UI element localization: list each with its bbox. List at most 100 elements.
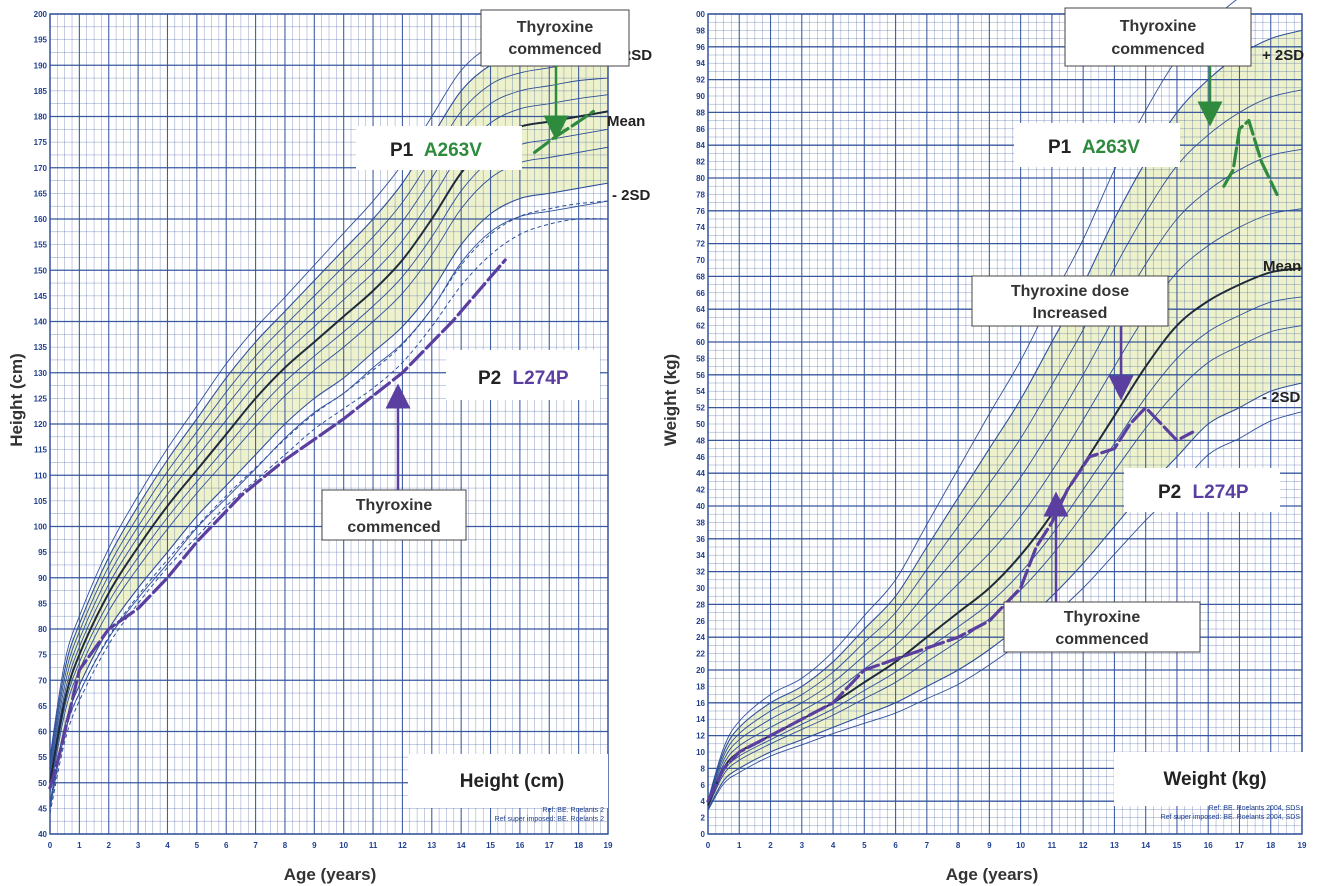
weight-y-tick-label: 88 bbox=[696, 108, 705, 117]
weight-x-tick-label: 6 bbox=[893, 841, 898, 850]
weight-y-tick-label: 8 bbox=[701, 764, 706, 773]
height-y-tick-label: 75 bbox=[38, 651, 47, 660]
height-y-tick-label: 80 bbox=[38, 625, 47, 634]
height-x-tick-label: 9 bbox=[312, 841, 317, 850]
weight-y-tick-label: 4 bbox=[701, 797, 706, 806]
weight-annotation-p1-thyroxine: Thyroxine commenced bbox=[1064, 7, 1252, 127]
weight-centile-curve bbox=[707, 296, 1303, 807]
weight-mean-label: Mean bbox=[1263, 258, 1301, 275]
height-y-tick-label: 195 bbox=[34, 36, 48, 45]
height-x-tick-label: 5 bbox=[195, 841, 200, 850]
height-y-tick-label: 95 bbox=[38, 548, 47, 557]
height-p1-prefix: P1 bbox=[390, 140, 414, 161]
weight-y-tick-label: 46 bbox=[696, 453, 705, 462]
weight-x-axis-title: Age (years) bbox=[946, 865, 1039, 884]
height-plot-frame bbox=[49, 13, 609, 835]
height-ann1-line2: commenced bbox=[508, 41, 601, 58]
height-p2-prefix: P2 bbox=[478, 368, 501, 389]
height-series-p2-line bbox=[48, 258, 507, 790]
height-mean-label: Mean bbox=[607, 113, 645, 130]
height-p2-variant: L274P bbox=[513, 368, 569, 389]
weight-y-tick-label: 30 bbox=[696, 584, 705, 593]
height-panel-title: Height (cm) bbox=[460, 771, 565, 792]
height-x-tick-label: 19 bbox=[604, 841, 613, 850]
weight-y-tick-label: 58 bbox=[696, 354, 705, 363]
weight-x-tick-label: 17 bbox=[1235, 841, 1244, 850]
weight-y-tick-label: 82 bbox=[696, 158, 705, 167]
weight-y-tick-label: 84 bbox=[696, 141, 705, 150]
weight-series-p1-line bbox=[1222, 118, 1279, 196]
height-centile-curve bbox=[49, 60, 609, 768]
weight-p2-variant: L274P bbox=[1193, 482, 1249, 503]
height-chart-grid bbox=[49, 13, 609, 835]
height-x-axis-title: Age (years) bbox=[284, 865, 377, 884]
weight-p1-label: P1 A263V bbox=[1048, 137, 1140, 158]
weight-x-tick-label: 10 bbox=[1016, 841, 1025, 850]
weight-y-tick-label: 32 bbox=[696, 568, 705, 577]
weight-p2-label: P2 L274P bbox=[1158, 482, 1249, 503]
height-y-tick-label: 90 bbox=[38, 574, 47, 583]
weight-chart-grid bbox=[707, 13, 1303, 835]
weight-y-tick-label: 66 bbox=[696, 289, 705, 298]
weight-annotation-dose-increased: Thyroxine dose Increased bbox=[971, 275, 1169, 401]
weight-y-tick-label: 22 bbox=[696, 650, 705, 659]
height-y-tick-label: 105 bbox=[34, 497, 48, 506]
height-centile-curve bbox=[49, 77, 609, 773]
height-ann1-line1: Thyroxine bbox=[517, 19, 594, 36]
weight-centile-curve bbox=[707, 208, 1303, 805]
height-x-tick-label: 15 bbox=[486, 841, 495, 850]
height-x-tick-label: 13 bbox=[427, 841, 436, 850]
weight-y-tick-label: 86 bbox=[696, 125, 705, 134]
weight-y-tick-label: 68 bbox=[696, 272, 705, 281]
weight-y-tick-label: 78 bbox=[696, 190, 705, 199]
weight-y-tick-label: 12 bbox=[696, 732, 705, 741]
height-x-tick-label: 17 bbox=[545, 841, 554, 850]
height-ann2-line1: Thyroxine bbox=[356, 497, 433, 514]
weight-y-tick-label: 36 bbox=[696, 535, 705, 544]
weight-y-tick-label: 6 bbox=[701, 781, 706, 790]
weight-x-tick-label: 1 bbox=[737, 841, 742, 850]
weight-x-tick-label: 14 bbox=[1141, 841, 1150, 850]
weight-y-tick-label: 52 bbox=[696, 404, 705, 413]
weight-x-tick-label: 0 bbox=[706, 841, 711, 850]
height-y-tick-label: 185 bbox=[34, 87, 48, 96]
height-x-tick-label: 16 bbox=[515, 841, 524, 850]
height-p2-label-box: P2 L274P bbox=[446, 350, 600, 400]
weight-panel-title-box: Weight (kg) bbox=[1114, 752, 1304, 806]
weight-y-tick-label: 00 bbox=[696, 10, 705, 19]
weight-chart-panel: 0 1 2 3 4 5 6 7 8 9 10 11 12 13 14 15 16 17 18 190246810121… bbox=[661, 0, 1307, 884]
weight-y-tick-label: 34 bbox=[696, 551, 705, 560]
height-y-tick-label: 145 bbox=[34, 292, 48, 301]
weight-x-tick-label: 4 bbox=[831, 841, 836, 850]
height-p1-label-box: P1 A263V bbox=[356, 126, 522, 170]
weight-y-tick-label: 40 bbox=[696, 502, 705, 511]
height-x-tick-label: 14 bbox=[457, 841, 466, 850]
height-y-tick-label: 70 bbox=[38, 676, 47, 685]
height-x-tick-label: 6 bbox=[224, 841, 229, 850]
weight-ann3-line2: commenced bbox=[1055, 631, 1148, 648]
weight-y-axis-title: Weight (kg) bbox=[661, 354, 680, 446]
height-y-tick-label: 55 bbox=[38, 753, 47, 762]
weight-x-tick-label: 9 bbox=[987, 841, 992, 850]
weight-y-tick-label: 98 bbox=[696, 26, 705, 35]
weight-y-tick-label: 18 bbox=[696, 682, 705, 691]
height-y-tick-label: 40 bbox=[38, 830, 47, 839]
height-x-tick-label: 11 bbox=[369, 841, 378, 850]
height-centile-curve bbox=[49, 94, 609, 778]
height-p1-variant: A263V bbox=[424, 140, 482, 161]
weight-y-tick-label: 70 bbox=[696, 256, 705, 265]
height-y-tick-label: 115 bbox=[34, 446, 47, 455]
weight-ann3-line1: Thyroxine bbox=[1064, 609, 1141, 626]
weight-x-tick-label: 2 bbox=[768, 841, 773, 850]
height-x-tick-label: 4 bbox=[165, 841, 170, 850]
weight-y-tick-label: 38 bbox=[696, 518, 705, 527]
height-x-tick-label: 10 bbox=[339, 841, 348, 850]
weight-y-tick-label: 28 bbox=[696, 600, 705, 609]
weight-minus2sd-label: - 2SD bbox=[1262, 389, 1301, 406]
height-y-tick-label: 140 bbox=[34, 318, 48, 327]
weight-y-tick-label: 62 bbox=[696, 322, 705, 331]
height-ref-line-1: Ref: BE. Roelants 2 bbox=[543, 807, 605, 814]
weight-x-tick-label: 15 bbox=[1172, 841, 1181, 850]
weight-centile-curve bbox=[707, 89, 1303, 803]
